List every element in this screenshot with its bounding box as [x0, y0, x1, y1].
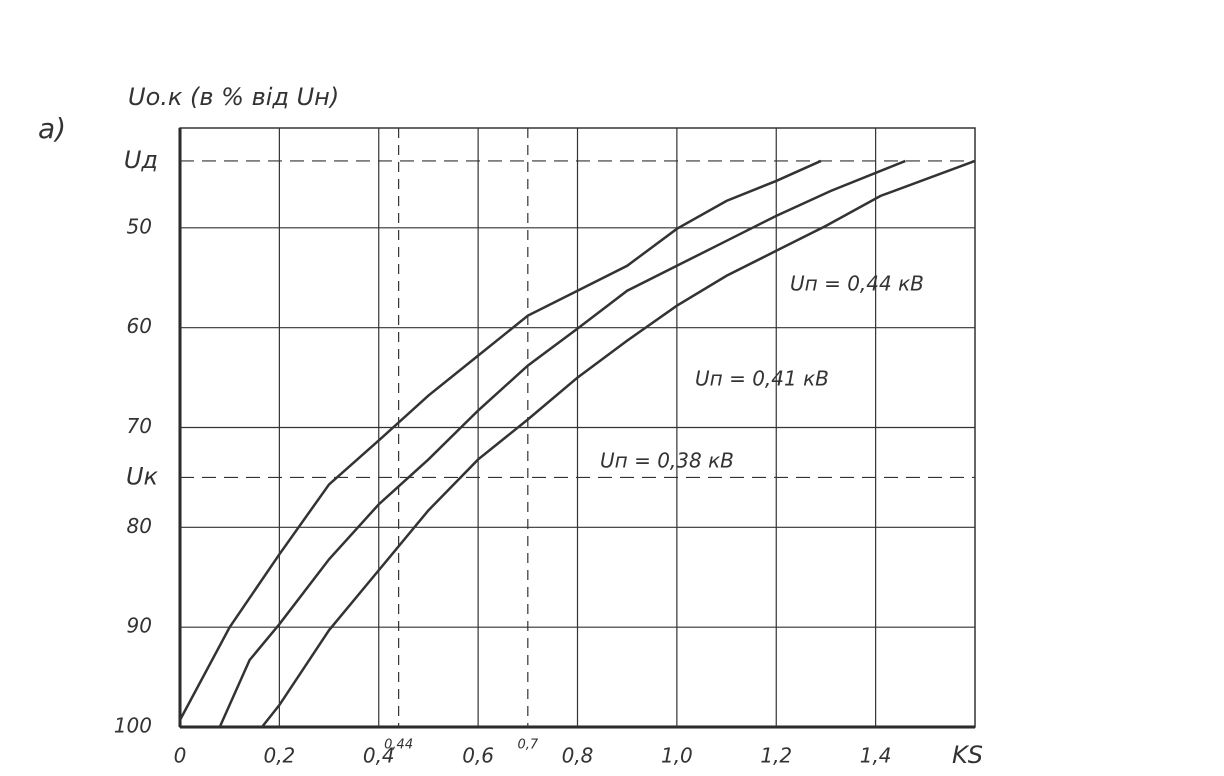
y-tick-label: 80: [127, 514, 152, 538]
curve-label: Uп = 0,44 кВ: [790, 272, 924, 296]
x-tick-label: 0: [174, 744, 187, 768]
y-tick-label: 70: [127, 414, 152, 438]
curve: [178, 159, 822, 721]
y-tick-label: 50: [127, 214, 152, 238]
x-tick-label: 0,44: [384, 738, 413, 753]
y-tick-label: 90: [127, 614, 152, 638]
x-tick-label: 0,7: [517, 738, 538, 753]
curve: [261, 159, 976, 728]
x-tick-label: 0,6: [462, 744, 494, 768]
y-tick-label: Uд: [124, 146, 158, 174]
curve: [218, 159, 906, 728]
x-tick-label: 0,4: [363, 744, 395, 768]
curve-label: Uп = 0,41 кВ: [695, 367, 829, 391]
y-axis-label: Uо.к (в % від Uн): [128, 83, 339, 111]
x-axis-label: KS: [952, 741, 983, 769]
x-tick-label: 0,8: [562, 744, 594, 768]
y-tick-label: 60: [127, 314, 152, 338]
x-tick-label: 0,2: [263, 744, 295, 768]
x-tick-label: 1,4: [860, 744, 892, 768]
panel-label: а): [38, 112, 66, 145]
y-tick-label: 100: [114, 714, 152, 738]
x-tick-label: 1,2: [760, 744, 792, 768]
y-tick-label: Uк: [126, 462, 159, 490]
curve-label: Uп = 0,38 кВ: [600, 449, 734, 473]
x-tick-label: 1,0: [661, 744, 693, 768]
